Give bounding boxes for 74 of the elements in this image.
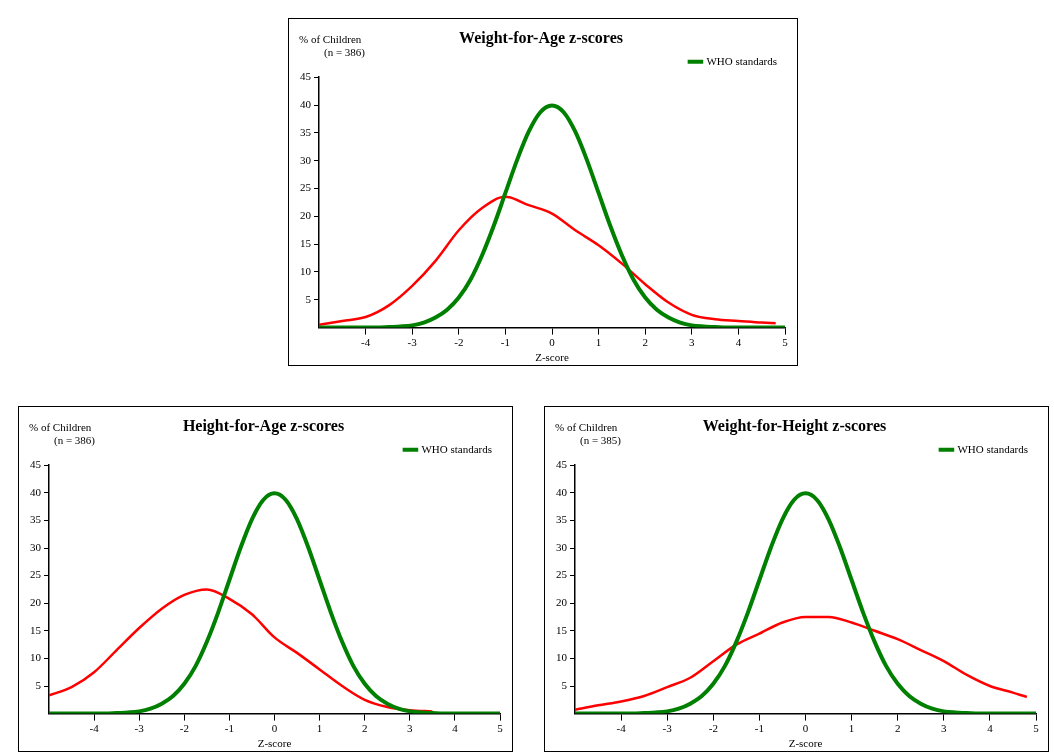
x-tick-label: 5: [782, 336, 789, 349]
y-tick-label: 35: [556, 513, 568, 526]
x-axis-title: Z-score: [535, 351, 569, 364]
line-series: [319, 195, 777, 327]
chart-subtitle: (n = 386): [324, 46, 366, 60]
x-tick-label: -2: [454, 336, 464, 349]
y-tick-label: 35: [300, 125, 312, 138]
y-tick-label: 10: [300, 264, 312, 277]
y-tick-label: 15: [300, 237, 312, 250]
x-tick-label: -1: [754, 722, 764, 735]
y-tick-label: 40: [30, 485, 42, 498]
y-tick-label: 40: [300, 97, 312, 110]
chart-title: Weight-for-Age z-scores: [459, 28, 623, 47]
legend-label: WHO standards: [421, 442, 493, 455]
x-tick-label: 1: [316, 722, 323, 735]
y-axis-title: % of Children: [555, 421, 618, 434]
x-tick-label: -1: [224, 722, 234, 735]
x-tick-label: 1: [595, 336, 602, 349]
chart-subtitle: (n = 386): [54, 434, 96, 448]
x-tick-label: -1: [500, 336, 510, 349]
x-tick-label: 4: [735, 336, 742, 349]
x-tick-label: 4: [452, 722, 459, 735]
chart-title: Weight-for-Height z-scores: [702, 416, 887, 435]
x-tick-label: -4: [361, 336, 371, 349]
y-tick-label: 45: [300, 70, 312, 83]
x-tick-label: -3: [134, 722, 145, 735]
x-tick-label: 3: [689, 336, 696, 349]
x-tick-label: 5: [1033, 722, 1040, 735]
legend-label: WHO standards: [706, 54, 778, 67]
legend-label: WHO standards: [957, 442, 1029, 455]
x-tick-label: 0: [549, 336, 556, 349]
x-tick-label: 3: [941, 722, 948, 735]
x-tick-label: -3: [407, 336, 418, 349]
y-tick-label: 40: [556, 485, 568, 498]
y-tick-label: 45: [30, 458, 42, 471]
x-axis-title: Z-score: [788, 737, 823, 750]
x-tick-label: 2: [894, 722, 901, 735]
x-tick-label: 0: [271, 722, 278, 735]
x-tick-label: -2: [179, 722, 189, 735]
chart-title: Height-for-Age z-scores: [182, 416, 345, 435]
x-axis-title: Z-score: [257, 737, 292, 750]
line-series: [575, 615, 1029, 711]
x-tick-label: 5: [497, 722, 504, 735]
y-tick-label: 30: [30, 540, 42, 553]
y-tick-label: 15: [30, 623, 42, 636]
chart-subtitle: (n = 385): [580, 434, 622, 448]
y-tick-label: 15: [556, 623, 568, 636]
x-tick-label: -4: [616, 722, 627, 735]
x-tick-label: 4: [987, 722, 994, 735]
x-tick-label: 3: [407, 722, 414, 735]
y-tick-label: 5: [305, 292, 312, 305]
x-tick-label: -2: [708, 722, 718, 735]
y-tick-label: 30: [556, 540, 568, 553]
x-tick-label: -4: [89, 722, 100, 735]
y-tick-label: 25: [30, 568, 42, 581]
y-tick-label: 25: [300, 181, 312, 194]
y-tick-label: 25: [556, 568, 568, 581]
x-tick-label: 2: [361, 722, 368, 735]
y-tick-label: 20: [556, 596, 568, 609]
y-tick-label: 20: [30, 596, 42, 609]
x-tick-label: 1: [848, 722, 855, 735]
y-tick-label: 10: [556, 651, 568, 664]
y-axis-title: % of Children: [299, 33, 362, 46]
y-tick-label: 5: [35, 678, 42, 691]
x-tick-label: 2: [642, 336, 648, 349]
x-tick-label: -3: [662, 722, 673, 735]
y-tick-label: 45: [556, 458, 568, 471]
y-tick-label: 10: [30, 651, 42, 664]
y-tick-label: 20: [300, 209, 312, 222]
y-tick-label: 5: [561, 678, 568, 691]
x-tick-label: 0: [802, 722, 809, 735]
y-axis-title: % of Children: [29, 421, 92, 434]
y-tick-label: 35: [30, 513, 42, 526]
y-tick-label: 30: [300, 153, 312, 166]
